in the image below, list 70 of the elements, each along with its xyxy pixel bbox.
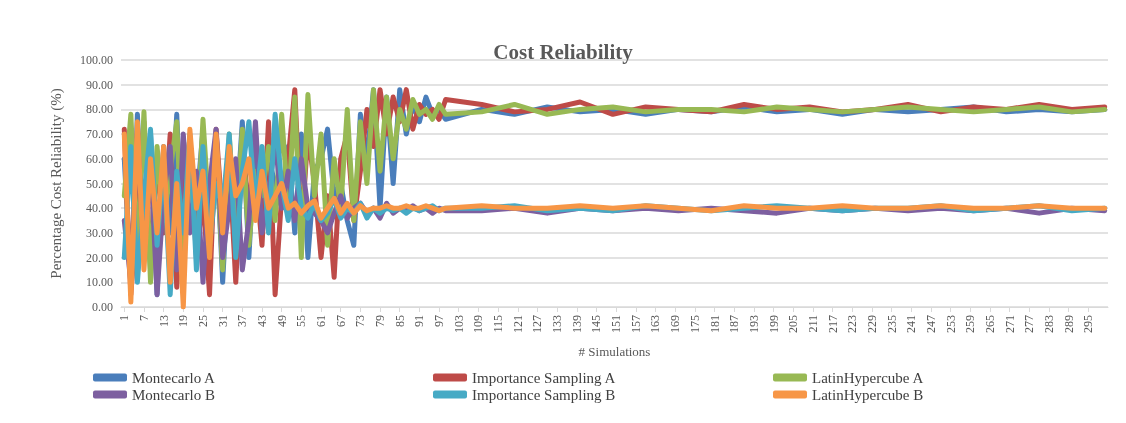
y-tick-label: 10.00 [86,275,113,290]
x-tick-label: 19 [176,315,191,327]
x-tick-label: 97 [432,315,447,327]
x-tick-label: 199 [766,315,781,333]
y-axis-title: Percentage Cost Reliability (%) [47,88,65,279]
x-tick-label: 235 [884,315,899,333]
x-tick-label: 253 [943,315,958,333]
x-tick-label: 7 [136,315,151,321]
x-tick-label: 265 [982,315,997,333]
x-axis-title: # Simulations [578,344,651,359]
x-tick-label: 109 [471,315,486,333]
x-tick-label: 223 [845,315,860,333]
legend-label: Importance Sampling A [472,369,616,386]
x-tick-label: 103 [451,315,466,333]
x-tick-label: 79 [373,315,388,327]
x-tick-label: 55 [294,315,309,327]
y-tick-label: 100.00 [80,53,113,67]
x-tick-label: 169 [668,315,683,333]
legend-label: Montecarlo A [132,369,216,386]
y-tick-label: 40.00 [86,201,113,216]
x-tick-label: 61 [314,315,329,327]
x-tick-label: 175 [687,315,702,333]
x-tick-label: 295 [1081,315,1096,333]
x-tick-label: 85 [392,315,407,327]
x-tick-label: 43 [255,315,269,327]
x-tick-label: 283 [1041,315,1056,333]
legend-label: LatinHypercube A [812,369,924,386]
x-tick-label: 259 [963,315,978,333]
x-tick-label: 157 [628,315,643,333]
chart-title: Cost Reliability [493,39,634,64]
x-tick-label: 145 [589,315,604,333]
x-tick-label: 277 [1022,315,1037,333]
x-tick-label: 13 [156,315,171,327]
x-tick-label: 187 [727,315,742,333]
legend-label: LatinHypercube B [812,386,924,403]
x-tick-label: 67 [333,315,348,327]
x-tick-label: 289 [1061,315,1076,333]
x-tick-label: 181 [707,315,722,333]
legend-label: Montecarlo B [132,386,215,403]
x-tick-label: 121 [510,315,525,333]
y-tick-label: 30.00 [86,225,113,240]
x-tick-label: 229 [864,315,879,333]
x-tick-label: 49 [274,315,289,327]
x-tick-label: 271 [1002,315,1017,333]
y-tick-label: 60.00 [86,151,113,166]
y-tick-label: 20.00 [86,250,113,265]
x-tick-label: 205 [786,315,801,333]
x-tick-label: 73 [353,315,368,327]
y-tick-label: 50.00 [86,176,113,191]
y-tick-label: 80.00 [86,102,113,117]
y-tick-label: 70.00 [86,127,113,142]
x-tick-label: 133 [550,315,565,333]
x-tick-label: 211 [805,315,820,333]
x-tick-label: 115 [491,315,506,333]
x-tick-label: 127 [530,315,545,333]
x-tick-label: 163 [648,315,663,333]
x-tick-label: 247 [923,315,938,333]
y-tick-label: 90.00 [86,77,113,92]
x-tick-label: 241 [904,315,919,333]
y-tick-label: 0.00 [92,300,113,314]
x-tick-label: 151 [609,315,624,333]
x-tick-label: 217 [825,315,840,333]
x-tick-label: 37 [235,315,250,327]
x-tick-label: 31 [215,315,230,327]
x-tick-label: 193 [746,315,761,333]
x-tick-label: 139 [569,315,584,333]
x-tick-label: 25 [195,315,210,327]
legend-label: Importance Sampling B [472,386,616,403]
x-tick-label: 1 [117,315,132,321]
x-tick-label: 91 [412,315,427,327]
